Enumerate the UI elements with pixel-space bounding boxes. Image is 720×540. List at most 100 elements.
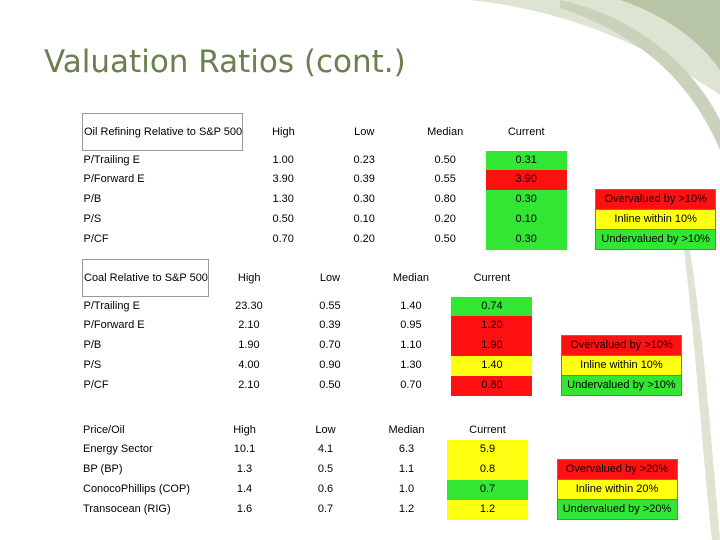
slide-title: Valuation Ratios (cont.) bbox=[44, 44, 406, 80]
header-current: Current bbox=[469, 424, 506, 436]
low-value: 4.1 bbox=[317, 443, 334, 456]
table-title: Coal Relative to S&P 500 bbox=[82, 259, 209, 297]
legend-undervalued: Undervalued by >10% bbox=[595, 229, 717, 250]
low-value: 0.10 bbox=[353, 213, 375, 225]
row-label: P/Forward E bbox=[83, 173, 145, 186]
median-value: 0.95 bbox=[400, 319, 422, 332]
table-row: BP (BP) 1.3 0.5 1.1 0.8 Overvalued by >2… bbox=[82, 459, 678, 480]
coal-table: Coal Relative to S&P 500 High Low Median… bbox=[82, 259, 682, 396]
median-value: 6.3 bbox=[398, 443, 415, 456]
table-row: P/CF 2.10 0.50 0.70 0.80 Undervalued by … bbox=[83, 375, 682, 396]
table-header-row: Price/Oil High Low Median Current bbox=[82, 421, 677, 440]
legend-overvalued: Overvalued by >20% bbox=[556, 459, 678, 480]
median-value: 1.1 bbox=[398, 463, 415, 475]
low-value: 0.39 bbox=[353, 173, 375, 186]
median-value: 0.55 bbox=[434, 173, 456, 186]
header-high: High bbox=[272, 126, 295, 138]
current-value: 0.74 bbox=[451, 296, 533, 316]
header-median: Median bbox=[388, 424, 425, 436]
table-row: P/CF 0.70 0.20 0.50 0.30 Undervalued by … bbox=[83, 229, 717, 250]
current-value: 5.9 bbox=[447, 440, 528, 460]
current-value: 0.10 bbox=[485, 209, 567, 230]
current-value: 1.90 bbox=[451, 335, 533, 356]
row-label: P/CF bbox=[83, 233, 109, 245]
header-median: Median bbox=[427, 126, 464, 138]
low-value: 0.70 bbox=[319, 339, 341, 351]
high-value: 0.50 bbox=[272, 213, 294, 225]
row-label: Transocean (RIG) bbox=[83, 503, 171, 515]
high-value: 23.30 bbox=[235, 299, 263, 312]
median-value: 0.20 bbox=[434, 213, 456, 225]
table-row: P/B 1.30 0.30 0.80 0.30 Overvalued by >1… bbox=[83, 189, 717, 210]
table-row: P/S 0.50 0.10 0.20 0.10 Inline within 10… bbox=[83, 209, 717, 230]
header-low: Low bbox=[354, 126, 375, 138]
low-value: 0.7 bbox=[317, 503, 334, 515]
current-value: 0.80 bbox=[451, 375, 533, 396]
median-value: 0.50 bbox=[434, 153, 456, 166]
high-value: 1.30 bbox=[272, 193, 294, 205]
table-row: P/Forward E 3.90 0.39 0.55 3.90 bbox=[83, 170, 716, 190]
row-label: P/S bbox=[83, 213, 102, 225]
price-oil-table: Price/Oil High Low Median Current Energy… bbox=[82, 421, 678, 520]
median-value: 1.2 bbox=[398, 503, 415, 515]
high-value: 1.90 bbox=[238, 339, 260, 351]
high-value: 10.1 bbox=[233, 443, 256, 456]
low-value: 0.20 bbox=[353, 233, 375, 245]
legend-inline: Inline within 10% bbox=[595, 209, 717, 230]
row-label: P/Forward E bbox=[83, 319, 145, 332]
header-low: Low bbox=[315, 424, 336, 436]
table-row: ConocoPhillips (COP) 1.4 0.6 1.0 0.7 Inl… bbox=[82, 479, 678, 500]
oil-refining-table: Oil Refining Relative to S&P 500 High Lo… bbox=[81, 113, 717, 250]
current-value: 1.40 bbox=[451, 355, 533, 376]
legend-overvalued: Overvalued by >10% bbox=[595, 189, 717, 210]
table-row: Transocean (RIG) 1.6 0.7 1.2 1.2 Underva… bbox=[82, 499, 678, 520]
table-header-row: Coal Relative to S&P 500 High Low Median… bbox=[82, 259, 682, 297]
median-value: 1.30 bbox=[400, 359, 422, 371]
table-row: P/Trailing E 1.00 0.23 0.50 0.31 bbox=[83, 150, 716, 170]
high-value: 3.90 bbox=[272, 173, 294, 186]
current-value: 1.20 bbox=[451, 316, 533, 336]
current-value: 0.31 bbox=[485, 150, 567, 170]
row-label: P/S bbox=[83, 359, 102, 371]
high-value: 1.3 bbox=[236, 463, 253, 475]
high-value: 1.00 bbox=[272, 153, 294, 166]
row-label: BP (BP) bbox=[83, 463, 123, 475]
low-value: 0.50 bbox=[319, 379, 341, 391]
row-label: Energy Sector bbox=[83, 443, 153, 456]
low-value: 0.30 bbox=[353, 193, 375, 205]
low-value: 0.23 bbox=[353, 153, 375, 166]
header-low: Low bbox=[319, 272, 341, 284]
row-label: P/CF bbox=[83, 379, 109, 391]
legend-inline: Inline within 20% bbox=[556, 479, 678, 500]
header-current: Current bbox=[473, 272, 511, 284]
table-row: P/Forward E 2.10 0.39 0.95 1.20 bbox=[83, 316, 682, 336]
table-title: Price/Oil bbox=[83, 424, 125, 436]
current-value: 0.7 bbox=[447, 479, 528, 500]
table-row: P/S 4.00 0.90 1.30 1.40 Inline within 10… bbox=[83, 355, 682, 376]
high-value: 2.10 bbox=[238, 319, 260, 332]
table-header-row: Oil Refining Relative to S&P 500 High Lo… bbox=[81, 113, 716, 151]
legend-inline: Inline within 10% bbox=[560, 355, 682, 376]
current-value: 0.8 bbox=[447, 459, 528, 480]
low-value: 0.5 bbox=[317, 463, 334, 475]
high-value: 4.00 bbox=[238, 359, 260, 371]
legend-overvalued: Overvalued by >10% bbox=[560, 335, 682, 356]
row-label: P/B bbox=[83, 193, 102, 205]
low-value: 0.39 bbox=[319, 319, 341, 332]
high-value: 1.6 bbox=[236, 503, 253, 515]
low-value: 0.90 bbox=[319, 359, 341, 371]
median-value: 1.0 bbox=[398, 483, 415, 495]
median-value: 1.40 bbox=[400, 299, 422, 312]
median-value: 0.80 bbox=[434, 193, 456, 205]
median-value: 0.50 bbox=[434, 233, 456, 245]
high-value: 1.4 bbox=[236, 483, 253, 495]
header-median: Median bbox=[392, 272, 429, 284]
current-value: 1.2 bbox=[447, 499, 528, 520]
row-label: P/Trailing E bbox=[83, 154, 140, 166]
table-row: P/B 1.90 0.70 1.10 1.90 Overvalued by >1… bbox=[83, 335, 682, 356]
median-value: 1.10 bbox=[400, 339, 422, 351]
header-current: Current bbox=[507, 126, 545, 138]
high-value: 0.70 bbox=[272, 233, 294, 245]
header-high: High bbox=[237, 272, 261, 284]
row-label: P/B bbox=[83, 339, 102, 351]
